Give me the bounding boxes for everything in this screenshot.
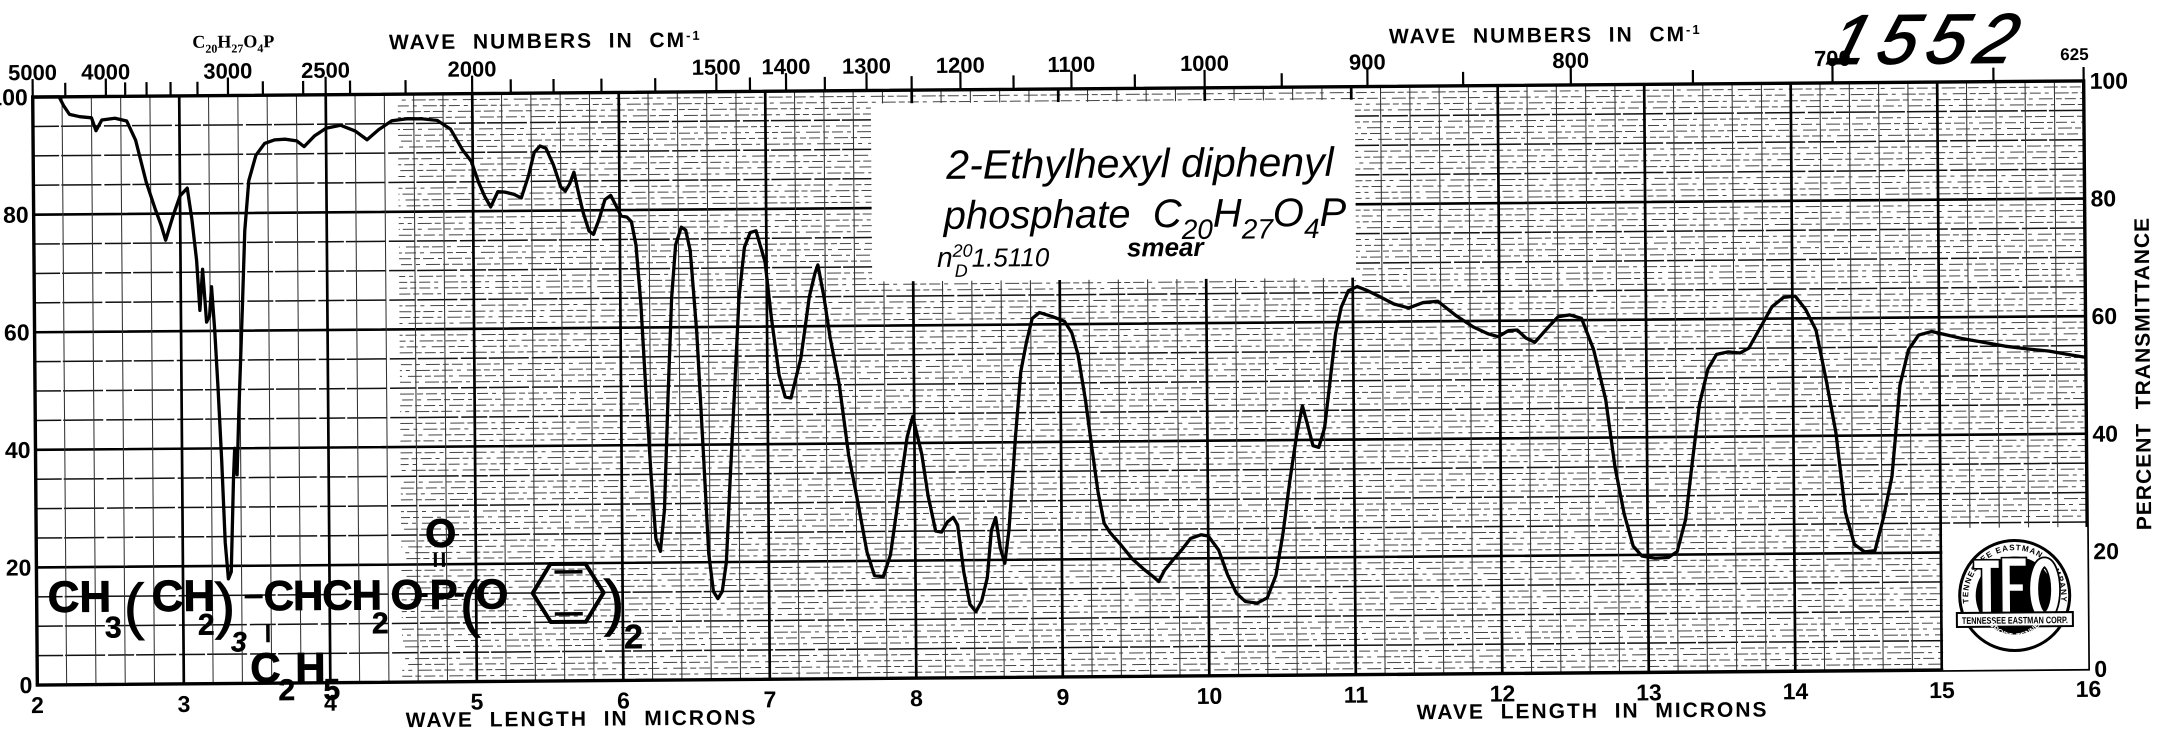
svg-text:WAVE NUMBERS IN CM-1: WAVE NUMBERS IN CM-1	[1389, 22, 1702, 48]
svg-text:9: 9	[1056, 684, 1069, 710]
svg-text:P: P	[429, 571, 457, 618]
svg-text:0: 0	[2094, 656, 2107, 682]
svg-text:(: (	[123, 572, 145, 641]
svg-text:5: 5	[323, 674, 340, 707]
svg-text:WAVE NUMBERS IN CM-1: WAVE NUMBERS IN CM-1	[389, 28, 702, 54]
svg-text:1300: 1300	[842, 53, 891, 78]
svg-text:12: 12	[1490, 680, 1516, 706]
svg-text:): )	[214, 571, 235, 640]
svg-text:5: 5	[470, 689, 483, 715]
svg-text:0: 0	[19, 672, 32, 698]
svg-text:2: 2	[278, 674, 295, 707]
svg-text:1100: 1100	[1047, 52, 1095, 77]
svg-text:1552: 1552	[1820, 0, 2038, 80]
svg-text:20: 20	[6, 554, 32, 580]
svg-text:2: 2	[372, 607, 389, 640]
svg-text:(: (	[459, 570, 481, 639]
svg-text:CH: CH	[151, 572, 215, 621]
svg-text:11: 11	[1344, 682, 1369, 708]
svg-text:1400: 1400	[761, 54, 810, 79]
svg-text:C: C	[250, 644, 281, 691]
svg-text:): )	[603, 568, 624, 637]
svg-text:100: 100	[0, 84, 28, 110]
svg-text:20: 20	[2093, 538, 2119, 564]
svg-text:16: 16	[2076, 676, 2102, 702]
svg-text:smear: smear	[1127, 232, 1206, 263]
svg-text:15: 15	[1929, 677, 1955, 703]
svg-text:4: 4	[324, 690, 337, 716]
svg-text:60: 60	[2091, 303, 2117, 329]
svg-text:5000: 5000	[8, 60, 57, 85]
svg-text:1500: 1500	[692, 55, 741, 80]
svg-text:80: 80	[3, 202, 29, 228]
svg-text:O: O	[475, 570, 508, 617]
svg-text:2: 2	[624, 618, 643, 656]
svg-text:60: 60	[4, 319, 30, 345]
svg-text:CH: CH	[47, 572, 111, 621]
svg-text:3: 3	[177, 691, 190, 717]
svg-text:2-Ethylhexyl diphenyl: 2-Ethylhexyl diphenyl	[945, 139, 1336, 188]
svg-text:CHCH: CHCH	[263, 571, 381, 619]
svg-text:900: 900	[1349, 49, 1386, 74]
svg-text:7: 7	[763, 686, 776, 712]
svg-text:80: 80	[2090, 185, 2116, 211]
svg-text:4000: 4000	[81, 59, 130, 84]
svg-text:10: 10	[1197, 683, 1223, 709]
svg-text:1200: 1200	[936, 53, 985, 78]
svg-text:2: 2	[31, 692, 44, 718]
svg-text:40: 40	[2092, 420, 2118, 446]
svg-text:O: O	[390, 571, 423, 618]
svg-text:6: 6	[617, 687, 630, 713]
svg-text:800: 800	[1552, 48, 1589, 73]
svg-text:PERCENT TRANSMITTANCE: PERCENT TRANSMITTANCE	[2131, 217, 2156, 530]
svg-text:2: 2	[198, 609, 215, 642]
svg-text:H: H	[295, 644, 326, 691]
svg-text:700: 700	[1814, 46, 1851, 71]
svg-text:3: 3	[105, 611, 122, 644]
svg-text:3000: 3000	[203, 58, 252, 83]
svg-text:2500: 2500	[301, 58, 350, 83]
svg-text:14: 14	[1783, 678, 1809, 704]
svg-text:13: 13	[1636, 679, 1662, 705]
svg-text:WAVE LENGTH IN MICRONS: WAVE LENGTH IN MICRONS	[406, 706, 758, 729]
svg-text:625: 625	[2060, 45, 2089, 64]
svg-text:TENNESSEE EASTMAN CORP.: TENNESSEE EASTMAN CORP.	[1962, 615, 2068, 627]
svg-text:100: 100	[2090, 68, 2129, 94]
svg-text:O: O	[425, 512, 456, 556]
svg-text:2000: 2000	[447, 56, 496, 81]
svg-text:WAVE LENGTH IN MICRONS: WAVE LENGTH IN MICRONS	[1417, 698, 1769, 724]
svg-text:8: 8	[910, 685, 923, 711]
svg-text:3: 3	[231, 626, 247, 657]
svg-text:1000: 1000	[1180, 51, 1229, 76]
svg-text:40: 40	[5, 437, 31, 463]
